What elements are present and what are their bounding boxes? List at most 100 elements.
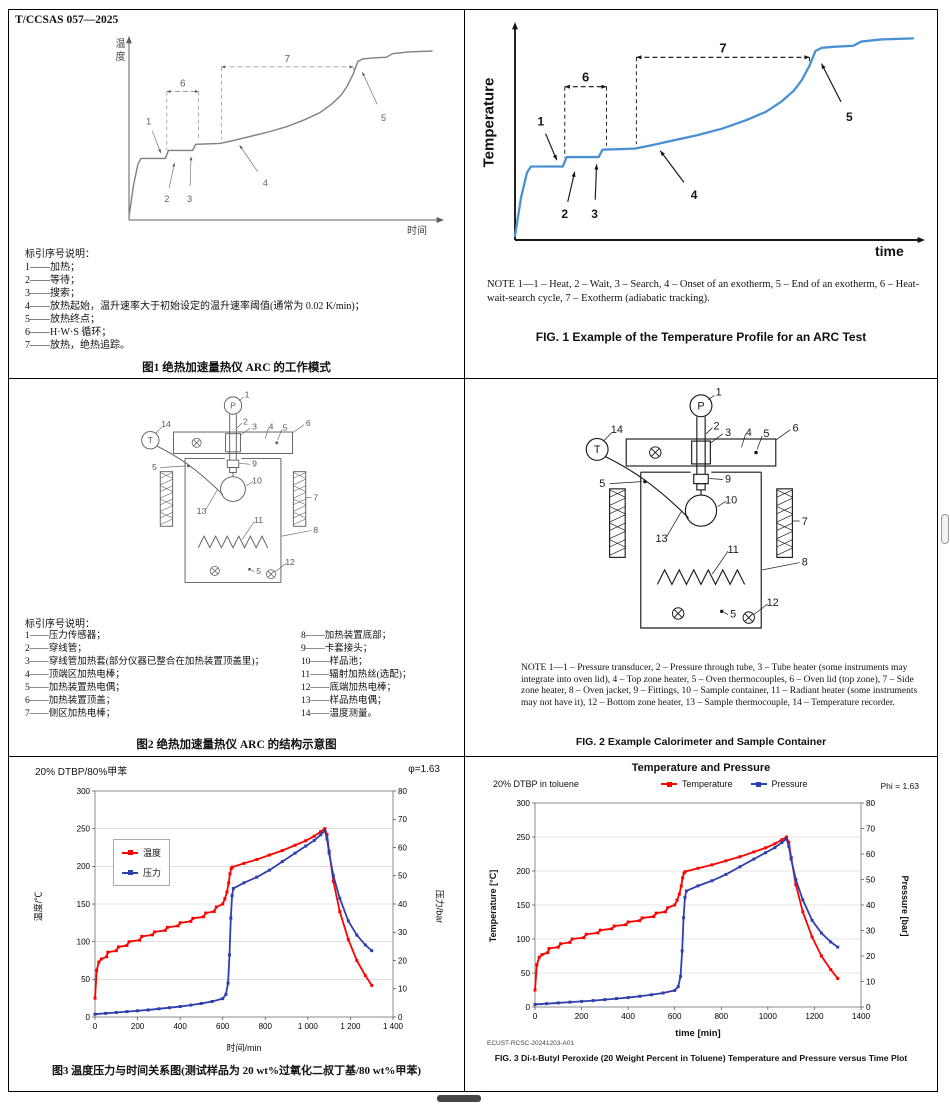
- fig2-cn-caption: 图2 绝热加速量热仪 ARC 的结构示意图: [136, 739, 337, 751]
- panel-fig2-cn: 标引序号说明： 1——压力传感器； 2——穿线管； 3——穿线管加热套(部分仪器…: [9, 379, 464, 756]
- svg-text:10: 10: [398, 985, 407, 994]
- legend-item: 14——温度测量。: [301, 709, 378, 719]
- legend-item: 13——样品热电偶；: [301, 696, 387, 706]
- svg-text:200: 200: [516, 867, 530, 876]
- svg-text:800: 800: [714, 1012, 728, 1021]
- fig2-en-diagram: [585, 385, 809, 629]
- fig2-cn-legend: 1——压力传感器； 2——穿线管； 3——穿线管加热套(部分仪器已整合在加热装置…: [25, 630, 461, 721]
- window-resize-handle[interactable]: [437, 1095, 481, 1102]
- svg-text:0: 0: [93, 1022, 98, 1031]
- legend-item: 8——加热装置底部；: [301, 631, 392, 641]
- svg-text:30: 30: [398, 928, 407, 937]
- svg-text:5: 5: [846, 110, 853, 124]
- fig1-cn-y-axis-label: 温度: [113, 38, 124, 64]
- legend-label: 压力: [143, 868, 162, 878]
- legend-title: 标引序号说明：: [25, 249, 95, 260]
- legend-item: 6——H·W·S 循环；: [25, 327, 112, 338]
- panel-fig3-cn: 20% DTBP/80%甲苯 φ=1.63 0 50 100 150 200 250 300…: [9, 757, 464, 1091]
- fig3-en-right-axis-label: Pressure [bar]: [900, 875, 910, 937]
- legend-item: 7——侧区加热电棒；: [25, 709, 116, 719]
- svg-text:60: 60: [398, 843, 407, 852]
- panel-fig2-en: NOTE 1—1 – Pressure transducer, 2 – Pres…: [465, 379, 937, 756]
- legend-item: 2——等待；: [25, 275, 80, 286]
- svg-text:1: 1: [146, 116, 151, 126]
- fig1-cn-legend: 标引序号说明： 1——加热； 2——等待； 3——搜索； 4——放热起始，温升速…: [25, 248, 365, 352]
- fig3-en-title: Temperature and Pressure: [631, 762, 771, 774]
- legend-entry-pressure: 压力: [122, 866, 161, 879]
- svg-text:100: 100: [516, 935, 530, 944]
- legend-item: 4——顶端区加热电棒；: [25, 670, 125, 680]
- svg-text:150: 150: [516, 901, 530, 910]
- svg-text:10: 10: [866, 977, 876, 986]
- svg-text:20: 20: [398, 956, 407, 965]
- svg-text:30: 30: [866, 926, 876, 935]
- svg-text:200: 200: [131, 1022, 145, 1031]
- fig1-en-caption: FIG. 1 Example of the Temperature Profil…: [535, 330, 867, 344]
- legend-title: 标引序号说明：: [25, 619, 95, 630]
- standard-number: T/CCSAS 057—2025: [15, 14, 119, 26]
- svg-text:400: 400: [173, 1022, 187, 1031]
- svg-text:0: 0: [533, 1012, 538, 1021]
- svg-text:1 400: 1 400: [383, 1022, 404, 1031]
- legend-item: 6——加热装置顶盖；: [25, 696, 116, 706]
- fig3-cn-phi-label: φ=1.63: [408, 764, 440, 775]
- legend-item: 7——放热，绝热追踪。: [25, 340, 130, 351]
- svg-text:600: 600: [216, 1022, 230, 1031]
- fig2-en-note: NOTE 1—1 – Pressure transducer, 2 – Pres…: [521, 663, 918, 708]
- legend-label: Pressure: [771, 779, 808, 789]
- fig3-en-left-axis-label: Temperature [°C]: [488, 869, 498, 943]
- legend-column-left: 1——压力传感器； 2——穿线管； 3——穿线管加热套(部分仪器已整合在加热装置…: [25, 630, 301, 721]
- svg-text:50: 50: [866, 875, 876, 884]
- svg-text:40: 40: [866, 901, 876, 910]
- svg-text:7: 7: [285, 54, 291, 65]
- pressure-series-marker: [122, 870, 138, 875]
- temperature-series-marker: [122, 850, 138, 855]
- legend-item: 5——加热装置热电偶；: [25, 683, 125, 693]
- svg-text:80: 80: [398, 787, 407, 796]
- svg-text:80: 80: [866, 799, 876, 808]
- temperature-series-marker: [661, 781, 677, 787]
- scrollbar-thumb[interactable]: [941, 514, 949, 544]
- fig3-en-watermark: ECUST-RCSC-20241203-A01: [487, 1040, 575, 1047]
- legend-item: 4——放热起始，温升速率大于初始设定的温升速率阈值(通常为 0.02 K/min…: [25, 301, 365, 312]
- fig1-en-y-axis-label: Temperature: [480, 77, 498, 168]
- panel-fig1-en: 1 2 3 4 5 6 7 Temperature time NOTE 1—1 – Heat…: [465, 10, 937, 378]
- svg-text:40: 40: [398, 900, 407, 909]
- svg-text:70: 70: [866, 824, 876, 833]
- fig1-en-chart: 1 2 3 4 5 6 7: [512, 22, 925, 243]
- fig1-en-x-axis-label: time: [875, 243, 904, 259]
- svg-text:50: 50: [81, 975, 90, 984]
- svg-text:0: 0: [86, 1013, 91, 1022]
- fig3-cn-left-axis-label: 温度/℃: [33, 891, 44, 922]
- fig3-en-x-axis-label: time [min]: [675, 1028, 721, 1039]
- legend-item: 10——样品池；: [301, 657, 368, 667]
- legend-item: 1——压力传感器；: [25, 631, 106, 641]
- svg-text:6: 6: [582, 70, 589, 85]
- svg-text:1400: 1400: [852, 1012, 871, 1021]
- svg-text:0: 0: [866, 1003, 871, 1012]
- svg-text:5: 5: [381, 113, 386, 123]
- svg-text:600: 600: [668, 1012, 682, 1021]
- fig3-en-sample-label: 20% DTBP in toluene: [493, 779, 579, 789]
- legend-entry-pressure: Pressure: [750, 779, 808, 789]
- svg-text:300: 300: [516, 799, 530, 808]
- svg-text:3: 3: [187, 194, 192, 204]
- fig1-en-note: NOTE 1—1 – Heat, 2 – Wait, 3 – Search, 4…: [487, 279, 919, 304]
- fig3-cn-caption: 图3 温度压力与时间关系图(测试样品为 20 wt%过氧化二叔丁基/80 wt%…: [51, 1065, 422, 1077]
- legend-item: 3——搜索；: [25, 288, 80, 299]
- svg-text:200: 200: [575, 1012, 589, 1021]
- svg-text:4: 4: [263, 178, 268, 188]
- fig2-en-caption: FIG. 2 Example Calorimeter and Sample Co…: [575, 736, 827, 748]
- legend-item: 11——辐射加热丝(选配)；: [301, 670, 412, 680]
- svg-text:2: 2: [561, 207, 568, 221]
- svg-text:7: 7: [719, 40, 726, 55]
- legend-item: 5——放热终点；: [25, 314, 100, 325]
- svg-text:400: 400: [621, 1012, 635, 1021]
- legend-item: 1——加热；: [25, 262, 80, 273]
- svg-text:200: 200: [77, 862, 91, 871]
- svg-text:2: 2: [164, 194, 169, 204]
- legend-entry-temperature: Temperature: [661, 779, 733, 789]
- legend-item: 9——卡套接头；: [301, 644, 373, 654]
- fig3-cn-legend: 温度 压力: [113, 839, 171, 886]
